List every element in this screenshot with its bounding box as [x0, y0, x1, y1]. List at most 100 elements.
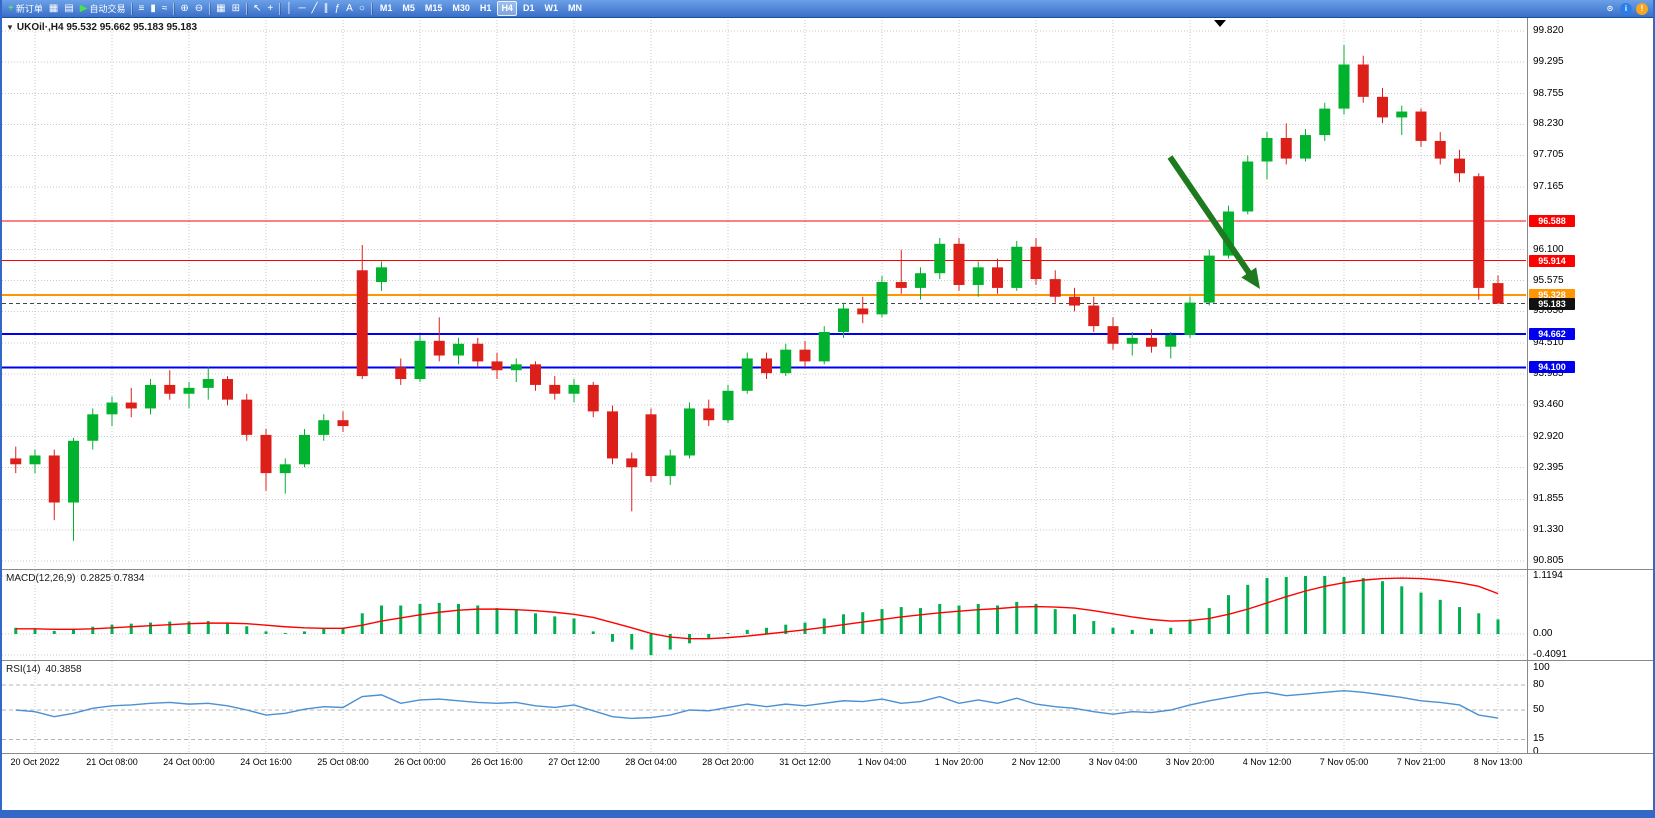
candle: [1030, 246, 1042, 280]
zoom-in-button[interactable]: ⊕: [177, 2, 191, 16]
macd-histogram-bar: [399, 605, 403, 634]
profiles-button[interactable]: ▤: [61, 2, 76, 16]
candle: [1107, 326, 1119, 344]
timeframe-W1[interactable]: W1: [544, 3, 558, 13]
rsi-indicator-panel[interactable]: [2, 661, 1526, 753]
macd-scale-label: 0.00: [1533, 628, 1553, 639]
candle: [684, 408, 695, 456]
macd-histogram-bar: [264, 631, 268, 634]
crosshair-button[interactable]: +: [264, 2, 276, 16]
price-tick-label: 99.295: [1533, 55, 1564, 67]
timeframe-M5[interactable]: M5: [402, 3, 415, 13]
rsi-scale-label: 50: [1533, 704, 1545, 715]
macd-histogram-bar: [1496, 619, 1500, 634]
candle: [626, 458, 638, 468]
candle: [10, 458, 22, 465]
fibonacci-button[interactable]: ƒ: [332, 2, 344, 16]
symbol-dropdown-icon[interactable]: ▼: [6, 23, 14, 32]
line-style-icon: ≈: [161, 2, 168, 14]
autotrade-button[interactable]: ▶ 自动交易: [77, 2, 129, 16]
community-icon[interactable]: i: [1620, 2, 1632, 15]
macd-histogram-bar: [33, 628, 37, 634]
macd-histogram-bar: [168, 621, 172, 634]
candle: [1492, 283, 1504, 304]
candle: [395, 367, 407, 380]
zoom-out-button[interactable]: ⊖: [192, 2, 206, 16]
macd-histogram-bar: [1130, 629, 1134, 634]
candle: [1184, 302, 1196, 335]
candle: [645, 414, 657, 477]
time-axis-label: 3 Nov 04:00: [1088, 757, 1138, 767]
macd-histogram-bar: [803, 622, 807, 634]
candle: [1126, 337, 1138, 344]
grid-button[interactable]: ▦: [213, 2, 228, 16]
panel-separator[interactable]: [2, 753, 1653, 754]
horizontal-line-button[interactable]: ─: [295, 2, 308, 16]
text-label-button[interactable]: A: [343, 2, 356, 16]
macd-histogram-bar: [360, 613, 364, 634]
vertical-line-button[interactable]: │: [283, 2, 295, 16]
candle: [838, 308, 849, 333]
macd-indicator-panel[interactable]: [2, 570, 1526, 660]
timeframe-M30[interactable]: M30: [452, 3, 470, 13]
macd-histogram-bar: [822, 618, 826, 634]
candle: [29, 455, 41, 465]
macd-histogram-bar: [784, 624, 788, 634]
timeframe-M1[interactable]: M1: [379, 3, 393, 13]
macd-histogram-bar: [1092, 621, 1096, 634]
shapes-button[interactable]: ○: [356, 2, 368, 16]
rsi-line: [15, 689, 1499, 720]
down-arrow-annotation[interactable]: [1167, 155, 1255, 280]
macd-histogram-bar: [1188, 619, 1192, 634]
line-style-button[interactable]: ≈: [159, 2, 171, 16]
candle: [992, 267, 1003, 288]
rsi-scale-label: 100: [1533, 662, 1550, 673]
macd-histogram-bar: [630, 634, 634, 650]
panel-separator[interactable]: [2, 660, 1653, 661]
macd-histogram-bar: [14, 627, 18, 634]
candle: [376, 267, 387, 283]
new-order-button[interactable]: + 新订单: [5, 2, 46, 16]
level-price-badge: 95.914: [1529, 254, 1575, 267]
tile-windows-button[interactable]: ⊞: [229, 2, 243, 16]
rsi-scale-label: 0: [1533, 746, 1539, 757]
ohlc-bars-style-icon: ≡: [138, 2, 145, 14]
time-axis-label: 31 Oct 12:00: [779, 757, 831, 767]
timeframe-H1[interactable]: H1: [479, 3, 492, 13]
time-axis-label: 28 Oct 04:00: [625, 757, 677, 767]
panel-separator[interactable]: [2, 569, 1653, 570]
alert-icon[interactable]: !: [1636, 2, 1648, 15]
candle: [453, 343, 464, 356]
timeframe-MN[interactable]: MN: [567, 3, 582, 13]
candle: [1261, 137, 1273, 162]
toolbar-separator: [245, 2, 247, 15]
candle: [549, 384, 561, 394]
macd-title: MACD(12,26,9): [6, 573, 76, 584]
current-price-badge: 95.183: [1529, 297, 1575, 310]
symbol-ohlc-label: ▼ UKOil·,H4 95.532 95.662 95.183 95.183: [6, 22, 197, 33]
candle: [1357, 64, 1369, 97]
timeframe-H4[interactable]: H4: [497, 1, 517, 16]
equidistant-channel-button[interactable]: ∥: [321, 2, 332, 16]
candle: [299, 434, 310, 465]
search-icon[interactable]: ⊙: [1606, 4, 1614, 13]
trendline-button[interactable]: ╱: [309, 2, 321, 16]
price-tick-label: 98.755: [1533, 87, 1564, 99]
macd-histogram-bar: [1342, 577, 1346, 634]
cursor-button[interactable]: ↖: [250, 2, 264, 16]
timeframe-D1[interactable]: D1: [522, 3, 535, 13]
timeframe-M15[interactable]: M15: [424, 3, 443, 13]
macd-scale-label: -0.4091: [1533, 649, 1567, 661]
scroll-end-marker[interactable]: [1214, 20, 1226, 27]
candlestick-style-button[interactable]: ▮: [147, 2, 159, 16]
horizontal-line-icon: ─: [298, 2, 306, 14]
macd-histogram-bar: [514, 610, 518, 634]
macd-histogram-bar: [572, 618, 576, 634]
main-price-chart[interactable]: [2, 17, 1526, 569]
ohlc-bars-style-button[interactable]: ≡: [135, 2, 147, 16]
price-tick-label: 98.230: [1533, 118, 1564, 130]
chart-window-button[interactable]: ▦: [46, 2, 61, 16]
macd-histogram-bar: [206, 621, 210, 634]
zoom-out-icon: ⊖: [194, 2, 204, 14]
candle: [664, 455, 676, 477]
